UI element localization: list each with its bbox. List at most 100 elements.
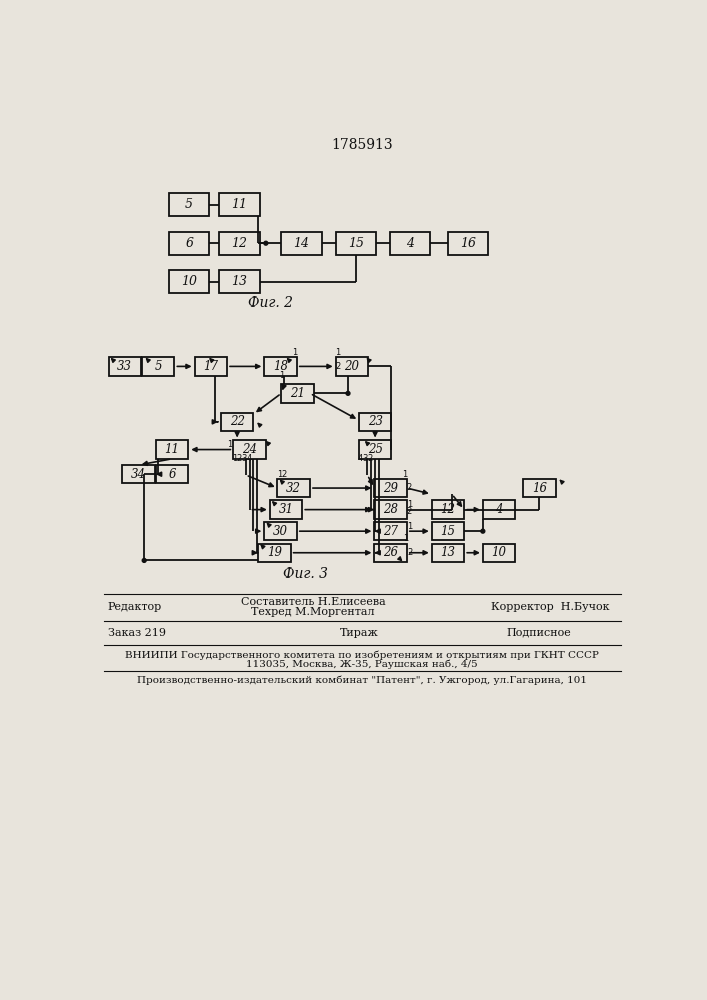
Text: 2: 2 [237,454,242,463]
Text: 12: 12 [440,503,455,516]
Text: 18: 18 [273,360,288,373]
Text: 1: 1 [407,522,412,531]
Text: Подписное: Подписное [507,628,572,638]
Bar [219,270,259,293]
Text: 34: 34 [132,468,146,481]
Bar [169,193,209,216]
Bar [270,500,303,519]
Text: 13: 13 [231,275,247,288]
Bar [281,232,322,255]
Bar [169,232,209,255]
Text: 3: 3 [242,454,247,463]
Text: 16: 16 [532,482,547,495]
Text: 4: 4 [358,454,363,463]
Text: 30: 30 [273,525,288,538]
Text: 1: 1 [403,534,408,543]
Circle shape [346,391,350,395]
Text: 5: 5 [154,360,162,373]
Text: 1: 1 [279,371,285,380]
Text: Фиг. 3: Фиг. 3 [283,567,328,581]
Text: 25: 25 [368,443,382,456]
Text: ВНИИПИ Государственного комитета по изобретениям и открытиям при ГКНТ СССР: ВНИИПИ Государственного комитета по изоб… [125,650,599,660]
Bar [523,479,556,497]
Text: 13: 13 [440,546,455,559]
Text: Корректор  Н.Бучок: Корректор Н.Бучок [491,602,610,612]
Bar [264,357,297,376]
Bar [448,232,489,255]
Text: 11: 11 [231,198,247,211]
Text: 11: 11 [165,443,180,456]
Text: 1: 1 [277,470,282,479]
Text: 29: 29 [383,482,398,495]
Text: 26: 26 [383,546,398,559]
Text: 10: 10 [491,546,507,559]
Bar [390,232,430,255]
Bar [432,500,464,519]
Text: 10: 10 [181,275,197,288]
Bar [374,479,407,497]
Text: Техред М.Моргентал: Техред М.Моргентал [252,607,375,617]
Text: Заказ 219: Заказ 219 [107,628,165,638]
Bar [156,465,188,483]
Bar [374,500,407,519]
Text: 24: 24 [242,443,257,456]
Bar [109,357,141,376]
Text: 2: 2 [407,548,413,557]
Text: Редактор: Редактор [107,602,162,612]
Bar [374,522,407,540]
Text: Фиг. 2: Фиг. 2 [248,296,293,310]
Bar [194,357,227,376]
Bar [277,479,310,497]
Text: 15: 15 [348,237,363,250]
Circle shape [142,559,146,562]
Text: 16: 16 [460,237,476,250]
Text: 14: 14 [293,237,310,250]
Text: 27: 27 [383,525,398,538]
Text: 1: 1 [292,348,297,357]
Circle shape [264,241,268,245]
Bar [264,522,297,540]
Text: 28: 28 [383,503,398,516]
Text: 4: 4 [406,237,414,250]
Text: 1: 1 [402,470,407,479]
Text: 113035, Москва, Ж-35, Раушская наб., 4/5: 113035, Москва, Ж-35, Раушская наб., 4/5 [246,660,478,669]
Text: Составитель Н.Елисеева: Составитель Н.Елисеева [241,597,385,607]
Text: 17: 17 [204,360,218,373]
Text: 22: 22 [230,415,245,428]
Text: Производственно-издательский комбинат "Патент", г. Ужгород, ул.Гагарина, 101: Производственно-издательский комбинат "П… [137,676,587,685]
Bar [483,544,515,562]
Text: 3: 3 [363,454,368,463]
Bar [233,440,266,459]
Text: 19: 19 [267,546,282,559]
Text: 1: 1 [232,454,238,463]
Bar [336,357,368,376]
Bar [432,522,464,540]
Text: 6: 6 [185,237,193,250]
Text: 33: 33 [117,360,132,373]
Text: 1785913: 1785913 [331,138,393,152]
Text: 12: 12 [231,237,247,250]
Text: 2: 2 [407,483,412,492]
Text: 23: 23 [368,415,382,428]
Text: 5: 5 [185,198,193,211]
Bar [483,500,515,519]
Text: 21: 21 [290,387,305,400]
Text: 2: 2 [407,507,412,516]
Bar [142,357,175,376]
Text: 2: 2 [335,362,341,371]
Text: 20: 20 [344,360,359,373]
Text: 32: 32 [286,482,301,495]
Text: 6: 6 [168,468,176,481]
Bar [219,193,259,216]
Bar [219,232,259,255]
Circle shape [481,529,485,533]
Text: 2: 2 [282,470,287,479]
Bar [359,440,392,459]
Bar [336,232,376,255]
Bar [122,465,155,483]
Text: 1: 1 [407,500,412,509]
Bar [374,544,407,562]
Bar [221,413,253,431]
Text: 15: 15 [440,525,455,538]
Bar [169,270,209,293]
